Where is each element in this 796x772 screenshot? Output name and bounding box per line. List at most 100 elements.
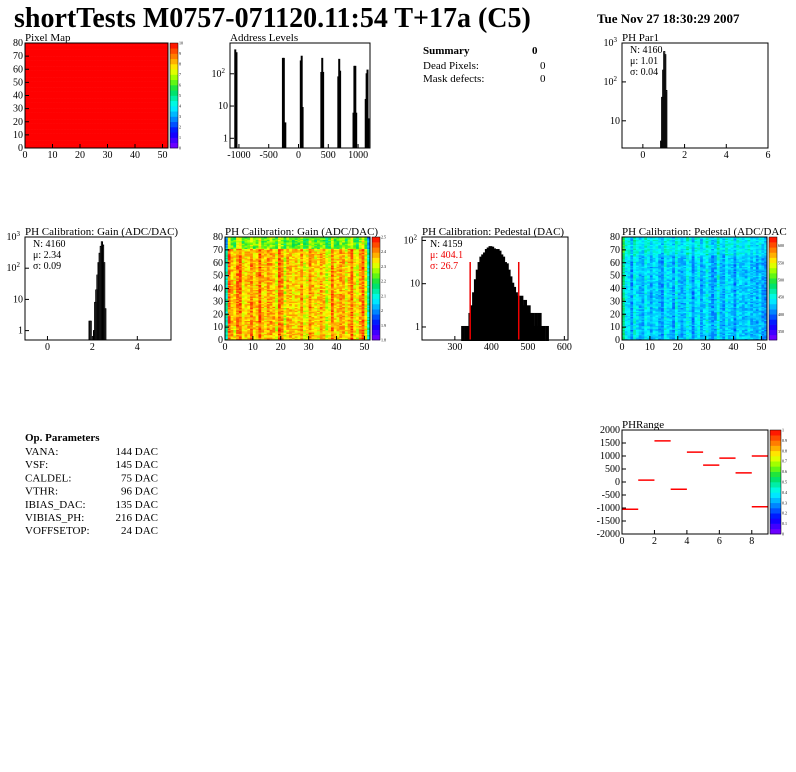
heatmap-cell [80, 75, 84, 78]
heatmap-cell [110, 137, 114, 140]
heatmap-cell [107, 95, 111, 98]
heatmap-cell [88, 125, 92, 128]
heatmap-cell [30, 82, 34, 84]
heatmap-cell [126, 43, 130, 45]
heatmap-cell [137, 49, 141, 52]
heatmap-cell [55, 90, 59, 92]
heatmap-cell [241, 334, 245, 337]
heatmap-cell [129, 121, 133, 124]
heatmap-cell [85, 88, 89, 91]
heatmap-cell [132, 48, 136, 50]
heatmap-cell [129, 145, 133, 147]
heatmap-cell [126, 46, 130, 49]
heatmap-cell [102, 53, 106, 56]
heatmap-cell [58, 128, 62, 130]
heatmap-cell [124, 74, 128, 77]
heatmap-cell [88, 62, 92, 65]
heatmap-cell [77, 81, 81, 83]
heatmap-cell [126, 70, 130, 73]
heatmap-cell [165, 133, 169, 136]
heatmap-cell [102, 106, 106, 108]
heatmap-cell [63, 65, 67, 67]
heatmap-cell [49, 75, 53, 78]
heatmap-cell [110, 61, 114, 63]
heatmap-cell [118, 120, 122, 123]
heatmap-cell [58, 117, 62, 120]
heatmap-cell [113, 54, 117, 57]
heatmap-cell [124, 137, 128, 140]
heatmap-cell [33, 140, 37, 142]
heatmap-cell [41, 60, 45, 62]
heatmap-cell [241, 275, 245, 278]
heatmap-cell [129, 127, 133, 129]
heatmap-cell [80, 121, 84, 124]
heatmap-cell [93, 87, 97, 90]
heatmap-cell [69, 50, 73, 53]
heatmap-cell [49, 62, 53, 65]
heatmap-cell [143, 98, 147, 100]
heatmap-cell [63, 57, 67, 60]
heatmap-cell [143, 140, 147, 142]
heatmap-cell [71, 113, 75, 116]
heatmap-cell [58, 45, 62, 48]
heatmap-cell [82, 94, 86, 96]
heatmap-cell [52, 136, 56, 138]
heatmap-cell [241, 332, 245, 334]
heatmap-cell [137, 127, 141, 129]
heatmap-cell [241, 296, 245, 298]
heatmap-cell [52, 45, 56, 48]
heatmap-cell [165, 142, 169, 145]
heatmap-cell [27, 103, 31, 105]
heatmap-cell [135, 140, 139, 142]
heatmap-cell [140, 58, 144, 61]
heatmap-cell [63, 43, 67, 45]
heatmap-cell [60, 113, 64, 116]
heatmap-cell [244, 297, 248, 300]
heatmap-cell [124, 109, 128, 112]
heatmap-cell [91, 129, 95, 132]
heatmap-cell [104, 137, 108, 140]
heatmap-cell [33, 49, 37, 52]
heatmap-cell [91, 73, 95, 75]
heatmap-cell [85, 111, 89, 113]
heatmap-cell [233, 238, 237, 240]
heatmap-cell [41, 73, 45, 75]
heatmap-cell [140, 129, 144, 132]
heatmap-cell [238, 289, 243, 292]
heatmap-cell [88, 95, 92, 98]
heatmap-cell [33, 92, 37, 95]
heatmap-cell [238, 302, 243, 305]
heatmap-cell [118, 99, 122, 102]
heatmap-cell [58, 69, 62, 71]
heatmap-cell [121, 107, 125, 109]
heatmap-cell [99, 108, 103, 111]
heatmap-cell [241, 336, 245, 338]
heatmap-cell [82, 86, 86, 88]
stat-sigma: σ: 0.09 [33, 261, 61, 272]
heatmap-cell [96, 116, 100, 119]
heatmap-cell [227, 239, 231, 242]
heatmap-cell [85, 134, 89, 137]
heatmap-cell [151, 127, 155, 129]
heatmap-cell [88, 85, 92, 87]
heatmap-cell [102, 90, 106, 92]
heatmap-cell [80, 45, 84, 48]
heatmap-cell [129, 43, 133, 45]
heatmap-cell [143, 70, 147, 73]
heatmap-cell [162, 144, 166, 146]
heatmap-cell [82, 91, 86, 94]
heatmap-cell [162, 112, 166, 115]
heatmap-cell [38, 108, 42, 111]
heatmap-cell [88, 127, 92, 129]
heatmap-cell [151, 71, 155, 74]
heatmap-cell [60, 95, 64, 98]
heatmap-cell [233, 302, 237, 305]
heatmap-cell [69, 67, 73, 70]
heatmap-cell [110, 124, 114, 126]
chart-title: Pixel Map [25, 32, 71, 44]
heatmap-cell [227, 275, 231, 278]
heatmap-cell [233, 310, 237, 312]
heatmap-cell [27, 67, 31, 70]
heatmap-cell [47, 123, 51, 125]
heatmap-cell [33, 117, 37, 120]
